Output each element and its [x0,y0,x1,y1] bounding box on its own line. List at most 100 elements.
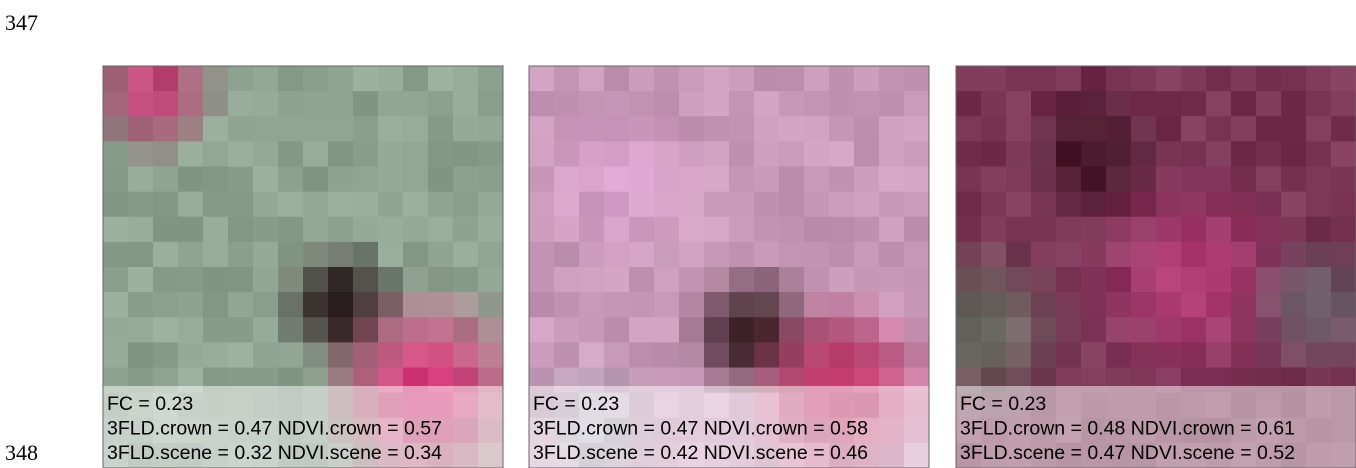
pixel [629,317,655,343]
pixel [1131,242,1157,268]
pixel [153,167,179,193]
pixel [956,267,982,293]
pixel [1181,66,1207,92]
pixel [328,66,354,92]
pixel [554,116,580,142]
pixel [328,317,354,343]
pixel [403,267,429,293]
pixel [1031,192,1057,218]
pixel [1306,217,1332,243]
pixel [378,267,404,293]
pixel [679,317,705,343]
pixel [103,116,129,142]
pixel [604,242,630,268]
pixel [1256,317,1282,343]
pixel [1006,342,1032,368]
pixel [1231,141,1257,167]
pixel [1256,167,1282,193]
pixel [879,167,905,193]
pixel [554,292,580,318]
caption-line: 3FLD.scene = 0.42 NDVI.scene = 0.46 [533,442,868,464]
pixel [729,242,755,268]
pixel [1031,267,1057,293]
pixel [829,217,855,243]
pixel [378,317,404,343]
pixel [1281,242,1307,268]
pixel [629,342,655,368]
pixel [303,342,329,368]
pixel [353,91,379,117]
pixel [1006,141,1032,167]
pixel [604,317,630,343]
pixel [428,167,454,193]
pixel [328,267,354,293]
pixel [1131,141,1157,167]
pixel [1231,292,1257,318]
pixel [253,141,279,167]
pixel [1181,317,1207,343]
pixel [904,141,930,167]
pixel [478,66,504,92]
pixel [754,342,780,368]
pixel [378,141,404,167]
pixel [1081,141,1107,167]
pixel [1031,167,1057,193]
pixel [981,192,1007,218]
pixel [203,91,229,117]
pixel [328,167,354,193]
pixel [1156,91,1182,117]
pixel [228,66,254,92]
caption-line: FC = 0.23 [960,393,1046,415]
pixel [981,317,1007,343]
pixel [956,116,982,142]
pixel [1281,192,1307,218]
pixel [228,317,254,343]
pixel [478,167,504,193]
pixel [529,66,555,92]
pixel [328,217,354,243]
pixel [579,192,605,218]
pixel [829,141,855,167]
pixel [378,192,404,218]
pixel [403,342,429,368]
pixel [128,317,154,343]
pixel [1206,116,1232,142]
pixel [679,141,705,167]
pixel [403,242,429,268]
pixel [879,141,905,167]
pixel [128,91,154,117]
pixel [1231,217,1257,243]
pixel [1031,242,1057,268]
pixel [1106,317,1132,343]
pixel [1106,342,1132,368]
pixel [328,292,354,318]
pixel [103,66,129,92]
figure: 347 348 FC = 0.233FLD.crown = 0.47 NDVI.… [0,0,1356,468]
pixel [679,342,705,368]
pixel [153,317,179,343]
pixel [1331,141,1356,167]
pixel [854,242,880,268]
caption-line: 3FLD.scene = 0.32 NDVI.scene = 0.34 [107,442,442,464]
pixel [1156,242,1182,268]
pixel [754,217,780,243]
pixel [303,66,329,92]
pixel [704,66,730,92]
pixel [704,91,730,117]
pixel [1256,192,1282,218]
pixel [1106,192,1132,218]
pixel [679,167,705,193]
pixel [1306,342,1332,368]
pixel [529,217,555,243]
pixel [1306,66,1332,92]
pixel [103,141,129,167]
pixel [529,192,555,218]
pixel [854,292,880,318]
pixel [203,217,229,243]
pixel [529,292,555,318]
pixel [403,66,429,92]
pixel [1206,167,1232,193]
pixel [1106,242,1132,268]
pixel [153,217,179,243]
pixel [554,242,580,268]
